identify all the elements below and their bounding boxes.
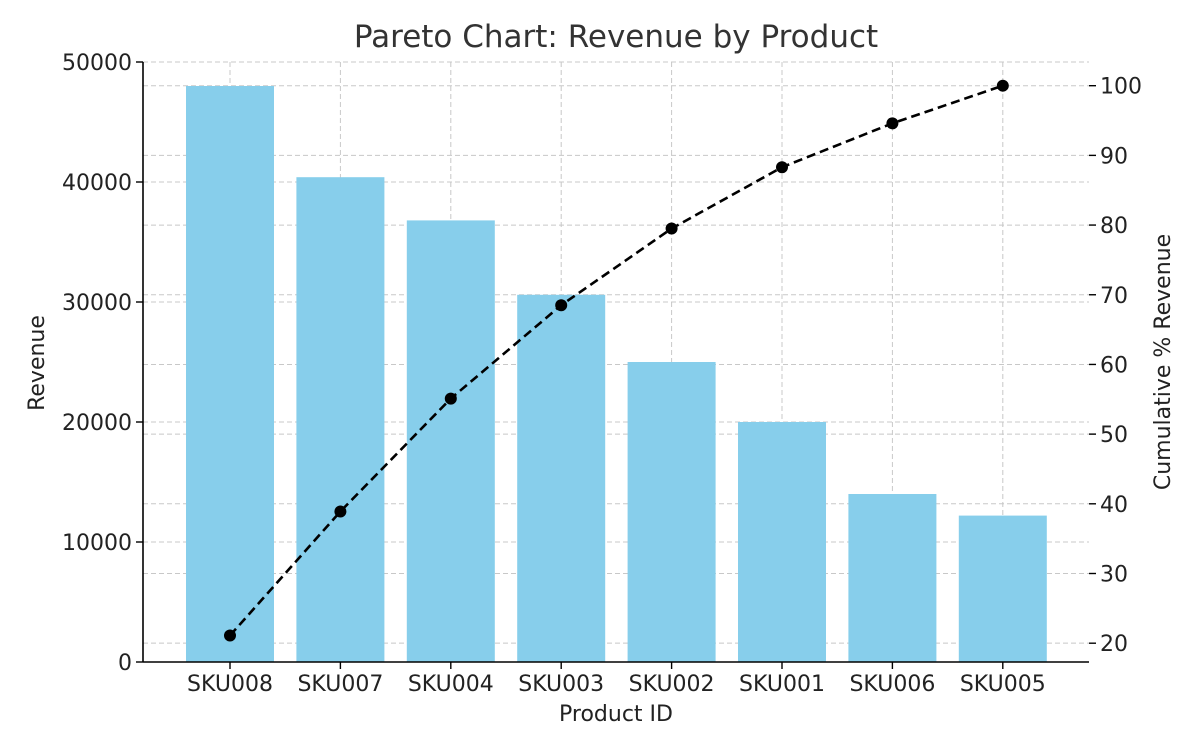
bar-layer xyxy=(186,86,1047,662)
cumulative-point xyxy=(555,299,568,312)
x-tick-label: SKU004 xyxy=(408,672,494,697)
grid-layer xyxy=(143,61,1089,662)
x-tick-label: SKU008 xyxy=(187,672,273,697)
cumulative-point xyxy=(996,79,1009,92)
x-tick-label: SKU001 xyxy=(739,672,825,697)
cumulative-point xyxy=(776,161,788,174)
y2-tick-label: 40 xyxy=(1100,493,1128,518)
chart-title: Pareto Chart: Revenue by Product xyxy=(354,19,878,55)
cumulative-line-layer xyxy=(224,79,1009,642)
cumulative-point xyxy=(665,222,678,235)
axis-layer xyxy=(136,61,1096,669)
x-tick-label: SKU006 xyxy=(849,672,935,697)
y2-tick-label: 50 xyxy=(1100,423,1128,448)
revenue-bar xyxy=(406,220,495,662)
x-tick-label: SKU002 xyxy=(629,672,715,697)
x-axis-label: Product ID xyxy=(559,702,673,727)
cumulative-point xyxy=(334,505,347,518)
revenue-bar xyxy=(627,362,716,662)
y2-tick-label: 20 xyxy=(1100,632,1128,657)
y-tick-label: 10000 xyxy=(62,531,132,556)
revenue-bar xyxy=(738,422,826,662)
y-tick-label: 50000 xyxy=(62,51,132,76)
cumulative-point xyxy=(444,392,457,405)
y-tick-label: 20000 xyxy=(62,411,132,436)
y2-tick-label: 70 xyxy=(1100,284,1128,309)
revenue-bar xyxy=(186,86,274,662)
revenue-bar xyxy=(848,494,937,662)
cumulative-line xyxy=(229,84,1004,637)
y-axis-label: Revenue xyxy=(25,315,50,411)
y2-axis-label: Cumulative % Revenue xyxy=(1151,234,1176,490)
y2-tick-label: 100 xyxy=(1100,75,1142,100)
y2-tick-label: 90 xyxy=(1100,144,1128,169)
revenue-bar xyxy=(958,515,1047,662)
cumulative-point xyxy=(886,117,899,130)
y-tick-label: 0 xyxy=(118,651,132,676)
y2-tick-label: 30 xyxy=(1100,562,1128,587)
x-tick-label: SKU007 xyxy=(297,672,383,697)
cumulative-point xyxy=(224,629,236,642)
label-layer: Pareto Chart: Revenue by Product Product… xyxy=(25,19,1176,727)
y-tick-label: 40000 xyxy=(62,171,132,196)
revenue-bar xyxy=(517,294,606,662)
revenue-bar xyxy=(296,177,385,662)
y2-tick-label: 60 xyxy=(1100,353,1128,378)
x-tick-label: SKU005 xyxy=(960,672,1046,697)
x-tick-label: SKU003 xyxy=(518,672,604,697)
y-tick-label: 30000 xyxy=(62,291,132,316)
y2-tick-label: 80 xyxy=(1100,214,1128,239)
